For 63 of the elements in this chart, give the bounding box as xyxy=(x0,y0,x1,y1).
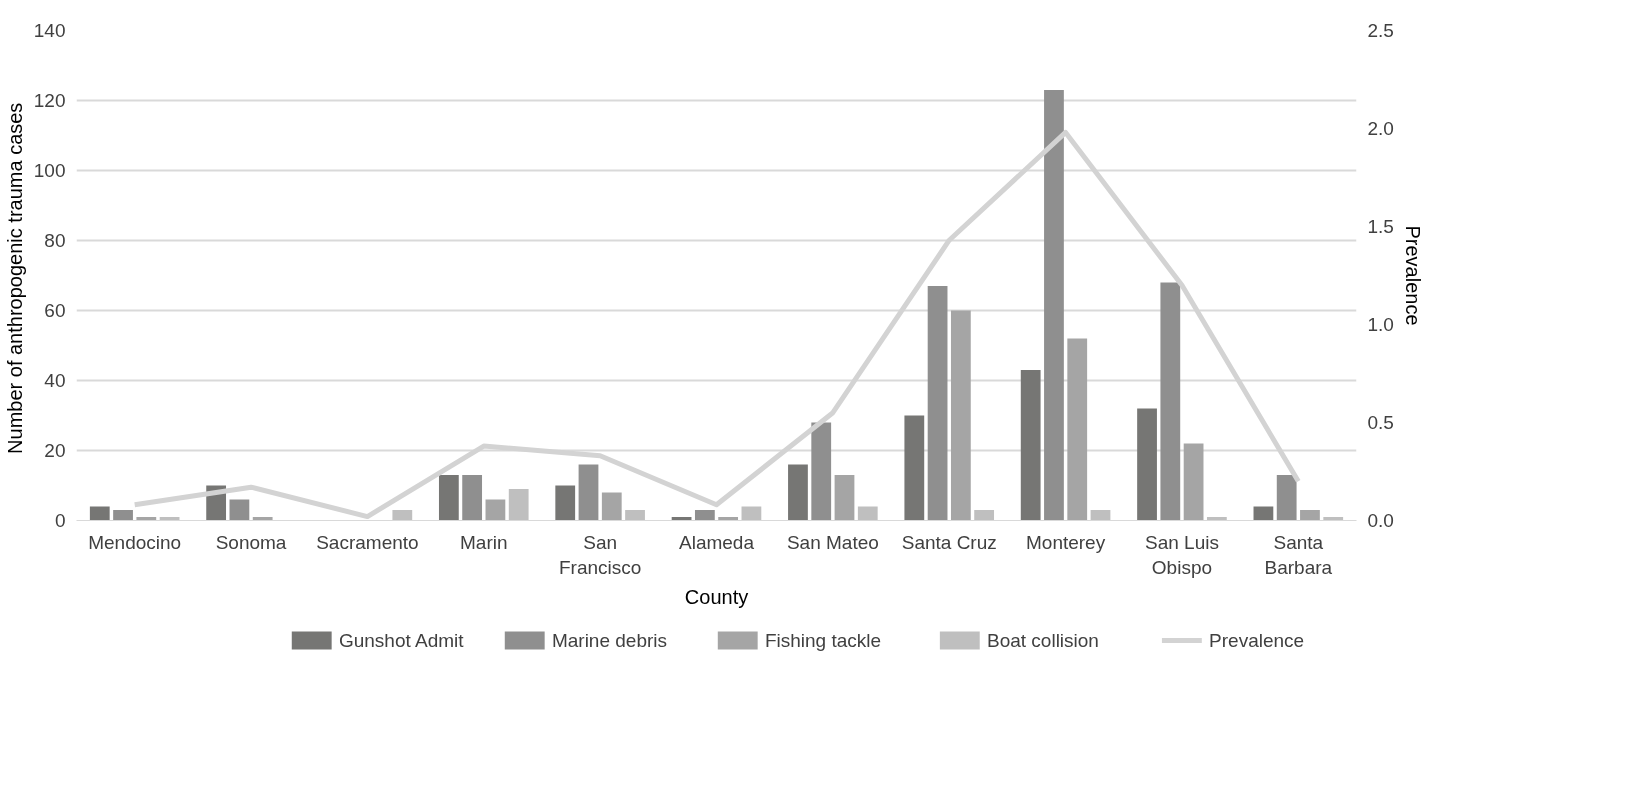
y-tick-label: 80 xyxy=(44,230,66,251)
bar xyxy=(1137,408,1157,521)
x-tick-label: San Francisco xyxy=(558,531,642,578)
x-axis-title: County xyxy=(684,585,749,608)
legend-label: Prevalence xyxy=(1209,630,1305,651)
x-tick-label: Marin xyxy=(460,531,508,553)
y-axis-title: Number of anthropogenic trauma cases xyxy=(3,102,26,454)
bar xyxy=(89,506,110,521)
x-tick-label: Sonoma xyxy=(215,531,287,553)
bar xyxy=(1300,510,1320,521)
legend-label: Marine debris xyxy=(551,630,668,651)
legend-label: Fishing tackle xyxy=(764,630,882,651)
x-tick-label: San Mateo xyxy=(786,531,879,553)
bar xyxy=(1020,370,1041,521)
x-tick-label: Santa Cruz xyxy=(901,531,997,553)
legend-label: Boat collision xyxy=(986,630,1099,651)
y2-axis-title: Prevalence xyxy=(1401,225,1424,326)
y2-tick-label: 0.5 xyxy=(1367,412,1394,433)
bar xyxy=(788,464,808,521)
x-tick-label: Santa Barbara xyxy=(1264,531,1333,578)
bar xyxy=(438,475,459,521)
bar xyxy=(834,475,855,521)
bar xyxy=(904,415,925,521)
bar xyxy=(508,489,529,521)
bar xyxy=(950,310,971,521)
y-tick-label: 140 xyxy=(33,20,66,41)
legend-label: Gunshot Admit xyxy=(338,630,465,651)
bar xyxy=(811,422,832,521)
y-tick-label: 100 xyxy=(33,160,66,181)
y2-tick-label: 0.0 xyxy=(1367,510,1394,531)
x-tick-label: Mendocino xyxy=(88,531,182,553)
y-tick-label: 120 xyxy=(33,90,66,111)
x-tick-label: Alameda xyxy=(679,531,755,553)
y-tick-label: 20 xyxy=(44,440,66,461)
y2-tick-label: 1.0 xyxy=(1367,314,1394,335)
bar xyxy=(1160,282,1181,521)
bar xyxy=(578,464,599,521)
bar xyxy=(485,499,506,521)
bar xyxy=(462,475,483,521)
y-tick-label: 60 xyxy=(44,300,66,321)
bar xyxy=(1090,510,1111,521)
y-tick-label: 0 xyxy=(54,510,66,531)
bar xyxy=(555,485,576,521)
bar xyxy=(392,510,413,521)
x-tick-label: San Luis Obispo xyxy=(1144,531,1219,578)
y-tick-label: 40 xyxy=(44,370,66,391)
bar xyxy=(857,506,878,521)
x-tick-label: Monterey xyxy=(1025,531,1106,553)
y2-tick-label: 2.5 xyxy=(1367,20,1394,41)
bar xyxy=(1183,443,1204,521)
bar xyxy=(601,492,622,521)
bar xyxy=(229,499,250,521)
bar xyxy=(694,510,715,521)
bar xyxy=(1276,475,1297,521)
y2-tick-label: 2.0 xyxy=(1367,118,1394,139)
bar xyxy=(927,286,948,521)
bar xyxy=(1067,338,1088,521)
bar xyxy=(1044,90,1064,521)
x-tick-label: Sacramento xyxy=(316,531,419,553)
y2-tick-label: 1.5 xyxy=(1367,216,1394,237)
bar xyxy=(974,510,995,521)
bar xyxy=(625,510,645,521)
bar xyxy=(113,510,133,521)
